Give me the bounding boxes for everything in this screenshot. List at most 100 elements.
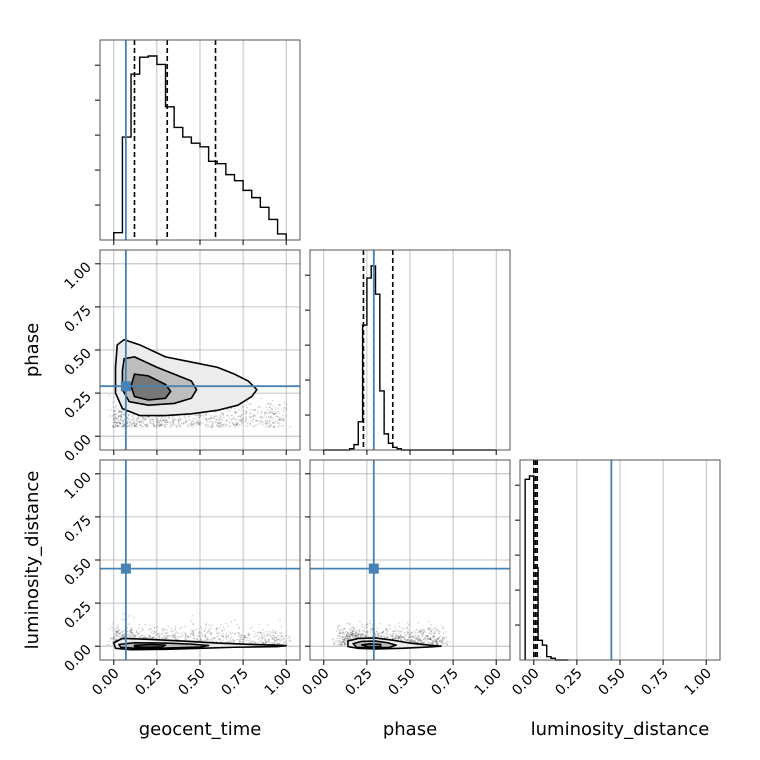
sample-point [138, 636, 141, 638]
sample-point [429, 626, 431, 629]
sample-point [399, 634, 402, 637]
sample-point [128, 630, 131, 633]
sample-point [138, 417, 140, 420]
sample-point [258, 641, 260, 644]
sample-point [219, 424, 222, 426]
sample-point [159, 424, 162, 427]
sample-point [416, 631, 419, 634]
sample-point [240, 634, 243, 636]
sample-point [416, 628, 418, 631]
sample-point [122, 425, 124, 428]
sample-point [344, 642, 346, 645]
sample-point [423, 630, 426, 633]
sample-point [267, 638, 270, 641]
sample-point [171, 425, 173, 428]
sample-point [431, 642, 434, 644]
sample-point [445, 636, 448, 639]
sample-point [112, 401, 114, 404]
sample-point [121, 631, 123, 633]
sample-point [369, 622, 371, 625]
sample-point [418, 639, 420, 642]
sample-point [196, 639, 198, 641]
sample-point [279, 416, 282, 419]
sample-point [236, 422, 239, 425]
sample-point [150, 637, 153, 639]
sample-point [119, 418, 122, 421]
sample-point [353, 627, 355, 630]
sample-point [266, 403, 269, 405]
sample-point [116, 425, 118, 427]
sample-point [132, 422, 135, 424]
sample-point [123, 413, 125, 415]
sample-point [176, 638, 178, 640]
x-tick-label: 0.75 [219, 666, 252, 699]
sample-point [246, 637, 249, 640]
sample-point [115, 631, 118, 633]
sample-point [427, 627, 430, 630]
sample-point [412, 640, 415, 642]
sample-point [118, 423, 121, 425]
sample-point [156, 426, 158, 428]
sample-point [215, 632, 218, 634]
y-tick-label: 1.00 [61, 469, 94, 502]
sample-point [112, 637, 114, 640]
sample-point [249, 637, 251, 640]
sample-point [270, 415, 272, 417]
sample-point [114, 420, 117, 422]
sample-point [229, 425, 231, 428]
sample-point [231, 414, 233, 416]
sample-point [273, 640, 276, 642]
sample-point [212, 422, 215, 424]
sample-point [394, 635, 397, 637]
sample-point [226, 419, 228, 421]
sample-point [442, 639, 444, 642]
sample-point [175, 426, 178, 428]
sample-point [118, 410, 120, 413]
sample-point [118, 414, 120, 417]
sample-point [146, 424, 148, 427]
sample-point [133, 633, 135, 636]
sample-point [246, 406, 249, 409]
sample-point [394, 637, 397, 640]
sample-point [233, 424, 235, 427]
sample-point [225, 419, 228, 422]
sample-point [403, 636, 405, 639]
sample-point [192, 632, 195, 634]
sample-point [173, 634, 176, 637]
sample-point [121, 633, 124, 636]
sample-point [214, 636, 216, 639]
sample-point [416, 641, 418, 644]
sample-point [158, 636, 161, 638]
sample-point [269, 406, 271, 409]
sample-point [196, 637, 198, 640]
sample-point [241, 409, 243, 411]
sample-point [365, 623, 368, 626]
sample-point [364, 635, 366, 637]
sample-point [430, 623, 433, 626]
sample-point [334, 643, 336, 646]
sample-point [410, 635, 413, 638]
sample-point [238, 641, 240, 643]
sample-point [280, 634, 283, 637]
sample-point [391, 635, 394, 638]
sample-point [267, 639, 270, 642]
sample-point [231, 418, 233, 420]
sample-point [346, 635, 349, 638]
sample-point [182, 421, 185, 424]
sample-point [194, 414, 197, 417]
sample-point [441, 638, 444, 640]
sample-point [230, 641, 232, 643]
sample-point [196, 413, 199, 416]
sample-point [395, 633, 398, 636]
sample-point [413, 635, 416, 637]
sample-point [262, 629, 264, 631]
sample-point [278, 418, 281, 421]
sample-point [231, 640, 233, 643]
sample-point [131, 632, 134, 634]
sample-point [206, 639, 209, 641]
sample-point [446, 644, 449, 646]
sample-point [184, 416, 186, 419]
sample-point [153, 626, 156, 629]
sample-point [134, 424, 136, 426]
sample-point [275, 415, 277, 418]
